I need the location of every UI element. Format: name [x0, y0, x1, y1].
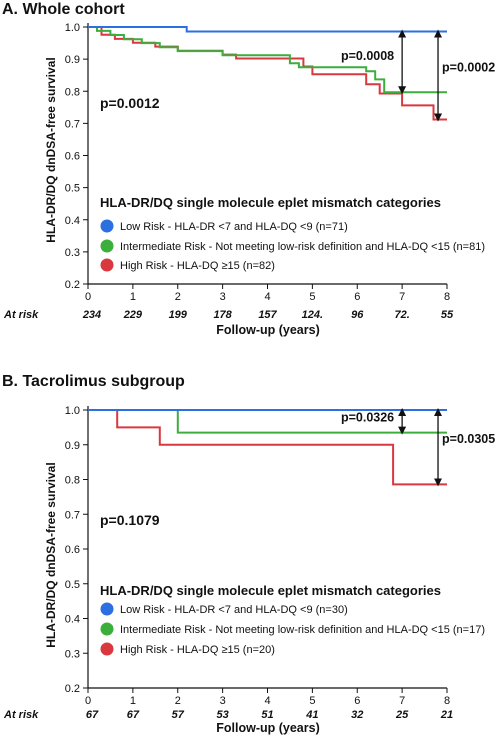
panel-b-x-tick-label: 1 [130, 695, 136, 707]
panel-b-x-tick-label: 0 [85, 695, 91, 707]
panel-a-y-tick-label: 0.4 [65, 215, 80, 227]
panel-b-at-risk-count: 25 [395, 709, 409, 721]
panel-a-comparison-p-value-1: p=0.0008 [341, 49, 394, 63]
panel-b-at-risk-count: 53 [217, 709, 229, 721]
panel-b-x-tick-label: 7 [399, 695, 405, 707]
panel-b-comparison-p-value-1: p=0.0326 [341, 410, 394, 424]
panel-a-legend-marker-low [100, 219, 114, 233]
panel-b-y-tick-label: 1.0 [65, 405, 80, 417]
panel-b-x-tick-label: 3 [220, 695, 226, 707]
panel-a-legend-marker-high [100, 258, 114, 272]
panel-b-y-tick-label: 0.2 [65, 683, 80, 695]
panel-a-at-risk-label: At risk [3, 309, 39, 321]
panel-b-overall-p-value: p=0.1079 [100, 512, 160, 528]
panel-b-y-tick-label: 0.8 [65, 475, 80, 487]
panel-a-x-tick-label: 7 [399, 291, 405, 303]
panel-b-legend-marker-intermediate [100, 622, 114, 636]
panel-a-y-tick-label: 0.5 [65, 183, 80, 195]
panel-b-at-risk-count: 67 [127, 709, 140, 721]
panel-a-x-tick-label: 4 [264, 291, 270, 303]
panel-b-y-tick-label: 0.7 [65, 509, 80, 521]
panel-b-x-tick-label: 8 [444, 695, 450, 707]
panel-b-series-line-high [88, 409, 447, 486]
panel-a-x-tick-label: 6 [354, 291, 360, 303]
panel-a-legend-title: HLA-DR/DQ single molecule eplet mismatch… [100, 195, 441, 210]
panel-a-y-tick-label: 0.6 [65, 151, 80, 163]
panel-b-y-tick-label: 0.5 [65, 579, 80, 591]
panel-a-legend-label-intermediate: Intermediate Risk - Not meeting low-risk… [120, 241, 485, 253]
panel-a-x-tick-label: 1 [130, 291, 136, 303]
panel-a-at-risk-count: 96 [351, 309, 364, 321]
panel-b-legend-marker-low [100, 602, 114, 616]
panel-b-at-risk-count: 57 [172, 709, 185, 721]
panel-a-at-risk-count: 178 [213, 309, 232, 321]
panel-a-y-tick-label: 0.9 [65, 54, 80, 66]
panel-a-x-tick-label: 2 [175, 291, 181, 303]
panel-b-at-risk-count: 32 [351, 709, 363, 721]
panel-a-at-risk-count: 55 [441, 309, 454, 321]
panel-b-legend-label-intermediate: Intermediate Risk - Not meeting low-risk… [120, 624, 485, 636]
panel-a-x-tick-label: 5 [309, 291, 315, 303]
panel-b-at-risk-count: 41 [305, 709, 318, 721]
panel-a-x-tick-label: 3 [220, 291, 226, 303]
panel-b-comparison-p-value-2: p=0.0305 [442, 432, 495, 446]
panel-b-x-tick-label: 4 [264, 695, 270, 707]
panel-a-y-axis-label: HLA-DR/DQ dnDSA-free survival [44, 57, 58, 242]
panel-b-at-risk-count: 67 [86, 709, 99, 721]
panel-a-series-line-intermediate [88, 26, 447, 94]
panel-b-y-tick-label: 0.4 [65, 614, 80, 626]
panel-a-x-tick-label: 0 [85, 291, 91, 303]
panel-b-legend-title: HLA-DR/DQ single molecule eplet mismatch… [100, 583, 441, 598]
panel-b-y-tick-label: 0.6 [65, 544, 80, 556]
panel-b-x-tick-label: 6 [354, 695, 360, 707]
panel-a-legend-marker-intermediate [100, 239, 114, 253]
panel-b-x-tick-label: 5 [309, 695, 315, 707]
panel-a-y-tick-label: 0.3 [65, 247, 80, 259]
panel-b-legend-marker-high [100, 642, 114, 656]
panel-a-x-tick-label: 8 [444, 291, 450, 303]
panel-a-at-risk-count: 199 [169, 309, 188, 321]
panel-a-x-axis-label: Follow-up (years) [216, 323, 319, 337]
panel-a-y-tick-label: 0.8 [65, 86, 80, 98]
panel-a-title: A. Whole cohort [2, 1, 125, 18]
panel-a-y-tick-label: 1.0 [65, 22, 80, 34]
panel-a-y-tick-label: 0.2 [65, 279, 80, 291]
panel-a-at-risk-count: 72. [394, 309, 409, 321]
panel-a-at-risk-count: 124. [302, 309, 323, 321]
panel-b-at-risk-count: 21 [440, 709, 453, 721]
panel-b-legend-label-low: Low Risk - HLA-DR <7 and HLA-DQ <9 (n=30… [120, 604, 348, 616]
panel-a-at-risk-count: 157 [258, 309, 277, 321]
panel-b-legend-label-high: High Risk - HLA-DQ ≥15 (n=20) [120, 644, 275, 656]
panel-b-title: B. Tacrolimus subgroup [2, 373, 185, 390]
panel-a-legend-label-high: High Risk - HLA-DQ ≥15 (n=82) [120, 260, 275, 272]
panel-b-y-tick-label: 0.3 [65, 648, 80, 660]
panel-a-legend-label-low: Low Risk - HLA-DR <7 and HLA-DQ <9 (n=71… [120, 221, 348, 233]
panel-a-series-line-low [88, 26, 447, 33]
panel-a-comparison-p-value-2: p=0.0002 [442, 61, 495, 75]
panel-a-y-tick-label: 0.7 [65, 118, 80, 130]
panel-b-y-axis-label: HLA-DR/DQ dnDSA-free survival [44, 462, 58, 647]
panel-a-at-risk-count: 234 [82, 309, 101, 321]
panel-a-at-risk-count: 229 [123, 309, 143, 321]
panel-a-overall-p-value: p=0.0012 [100, 95, 160, 111]
panel-b-y-tick-label: 0.9 [65, 440, 80, 452]
panel-b-at-risk-count: 51 [261, 709, 273, 721]
panel-b-at-risk-label: At risk [3, 709, 39, 721]
panel-b-x-axis-label: Follow-up (years) [216, 721, 319, 735]
panel-b-x-tick-label: 2 [175, 695, 181, 707]
